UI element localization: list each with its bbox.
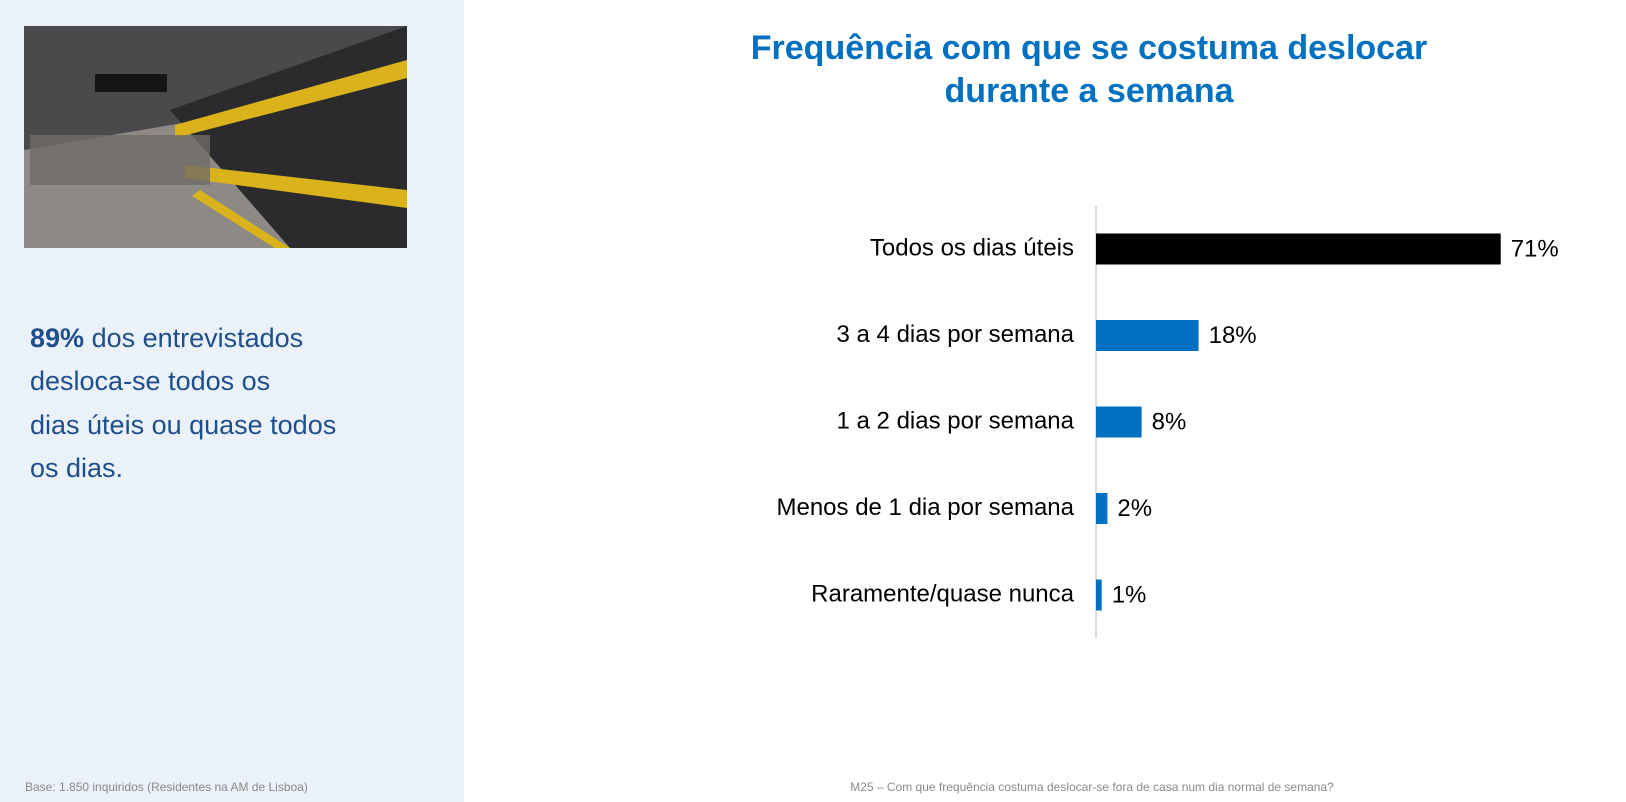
chart-title: Frequência com que se costuma deslocar	[751, 29, 1427, 67]
base-note: Base: 1.850 inquiridos (Residentes na AM…	[25, 780, 308, 794]
sidebar-line: dias úteis ou quase todos	[30, 410, 336, 440]
sidebar-line: os dias.	[30, 453, 123, 483]
sidebar-text: dos entrevistados	[92, 323, 304, 353]
bar	[1096, 493, 1108, 524]
highlight: 89%	[30, 323, 84, 353]
photo	[24, 26, 407, 248]
sidebar-line: 89% dos entrevistados	[30, 323, 303, 353]
bar	[1096, 320, 1199, 351]
value-label: 2%	[1117, 495, 1152, 522]
value-label: 18%	[1209, 322, 1257, 349]
question-note: M25 – Com que frequência costuma desloca…	[850, 780, 1334, 794]
value-label: 1%	[1112, 581, 1147, 608]
sidebar-line: desloca-se todos os	[30, 366, 270, 396]
category-label: 3 a 4 dias por semana	[837, 321, 1075, 348]
bar	[1096, 579, 1102, 611]
value-label: 8%	[1152, 408, 1187, 435]
bar	[1096, 406, 1142, 438]
bar	[1096, 233, 1501, 265]
category-label: 1 a 2 dias por semana	[837, 407, 1075, 434]
category-label: Menos de 1 dia por semana	[776, 494, 1074, 521]
category-label: Todos os dias úteis	[870, 234, 1074, 261]
category-label: Raramente/quase nunca	[811, 580, 1074, 607]
chart-title: durante a semana	[944, 72, 1234, 110]
value-label: 71%	[1511, 235, 1559, 262]
